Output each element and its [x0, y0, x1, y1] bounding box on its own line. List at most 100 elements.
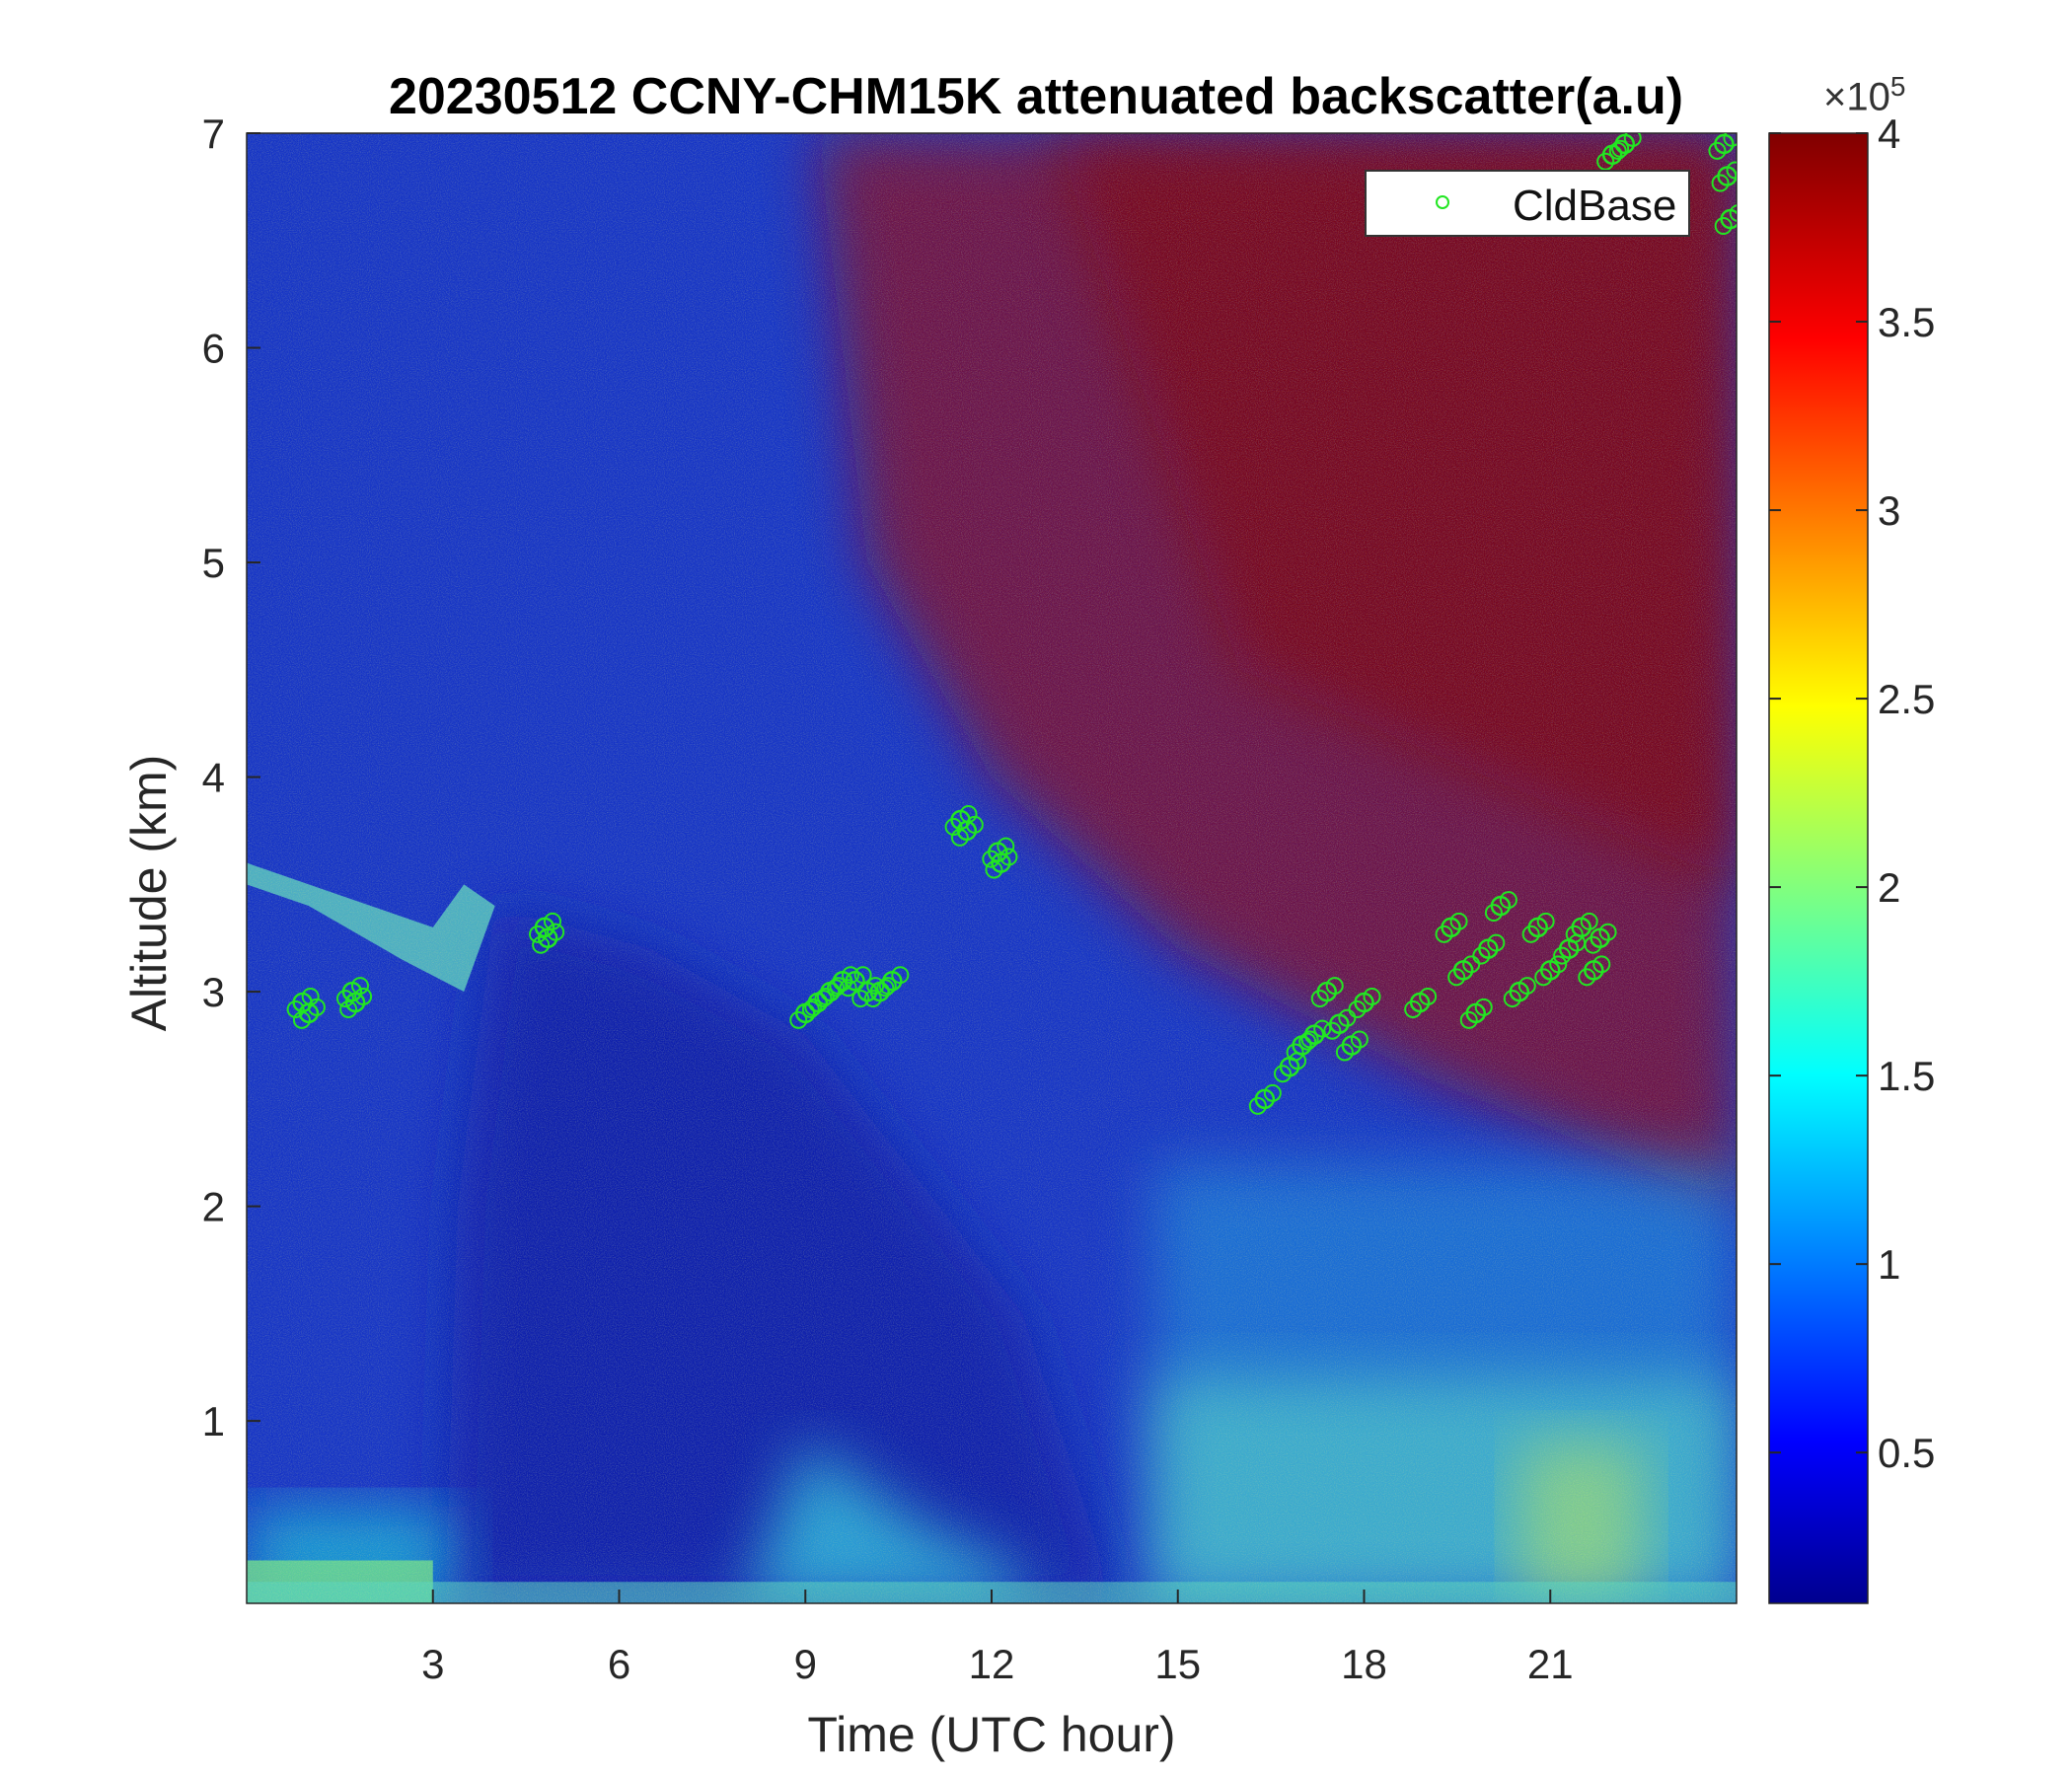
cldbase-point-cluster — [1298, 1032, 1317, 1051]
cldbase-point-cluster — [354, 987, 373, 1005]
cldbase-point-cluster — [1286, 1043, 1304, 1062]
colorbar-tick-label: 4 — [1878, 111, 1900, 157]
y-tick-label: 7 — [202, 111, 225, 157]
cldbase-point-cluster — [335, 990, 354, 1008]
cldbase-point-cluster — [1350, 1030, 1369, 1049]
colorbar-gradient — [1768, 132, 1869, 1604]
cldbase-point-cluster — [1578, 968, 1596, 987]
cldbase-point-cluster — [1714, 217, 1733, 236]
cldbase-point-cluster — [1611, 139, 1630, 158]
cldbase-point-cluster — [1348, 999, 1367, 1018]
cldbase-point-cluster — [1310, 990, 1329, 1008]
x-tick-label: 9 — [794, 1641, 817, 1687]
cldbase-point-cluster — [1726, 161, 1737, 180]
cldbase-point-cluster — [532, 935, 551, 954]
cldbase-point-cluster — [1608, 141, 1627, 160]
y-tick-label: 5 — [202, 540, 225, 586]
cldbase-point-cluster — [1553, 946, 1572, 965]
x-tick-label: 6 — [608, 1641, 630, 1687]
cldbase-point-cluster — [1623, 133, 1642, 147]
cldbase-point-cluster — [1499, 891, 1517, 910]
cldbase-point-cluster — [1263, 1083, 1282, 1102]
cldbase-point-cluster — [1708, 141, 1727, 160]
cldbase-point-cluster — [842, 966, 859, 985]
cldbase-point-cluster — [804, 998, 823, 1016]
cldbase-series — [286, 133, 1737, 1115]
cldbase-point-cluster — [891, 966, 910, 985]
colorbar-tick-label: 1 — [1878, 1241, 1900, 1288]
cldbase-point-cluster — [985, 860, 1003, 879]
cldbase-point-cluster — [982, 850, 1000, 868]
colorbar-tick-label: 3 — [1878, 487, 1900, 534]
x-tick-label: 3 — [421, 1641, 444, 1687]
y-tick-label: 2 — [202, 1184, 225, 1230]
cldbase-point-cluster — [1521, 925, 1540, 943]
cldbase-point-cluster — [1323, 1021, 1342, 1040]
cldbase-point-cluster — [1447, 968, 1466, 987]
legend-entry-cldbase: CldBase — [1513, 182, 1677, 230]
cldbase-point-cluster — [950, 828, 969, 847]
x-tick-label: 21 — [1527, 1641, 1574, 1687]
cldbase-point-cluster — [1419, 987, 1438, 1005]
cldbase-point-cluster — [1363, 987, 1381, 1005]
colorbar-tick-label: 3.5 — [1878, 299, 1935, 345]
cldbase-point-cluster — [1335, 1043, 1354, 1062]
cldbase-point-cluster — [1462, 955, 1481, 974]
heatmap-image — [247, 133, 1737, 1603]
cldbase-point-cluster — [1723, 133, 1737, 147]
cldbase-point-cluster — [801, 999, 820, 1018]
cldbase-point-cluster — [547, 923, 565, 941]
cldbase-point-cluster — [863, 990, 882, 1008]
x-tick-label: 18 — [1341, 1641, 1387, 1687]
cldbase-point-cluster — [1598, 923, 1617, 941]
x-axis-label: Time (UTC hour) — [807, 1707, 1175, 1762]
y-axis-label: Altitude (km) — [121, 755, 177, 1032]
colorbar-exponent: 5 — [1889, 71, 1906, 102]
cldbase-point-cluster — [814, 990, 833, 1008]
cldbase-point-cluster — [1474, 998, 1493, 1016]
cldbase-point-cluster — [1534, 968, 1553, 987]
cldbase-point-cluster — [1248, 1096, 1267, 1115]
cldbase-point-cluster — [1580, 912, 1598, 930]
heatmap-layer — [247, 133, 1737, 1603]
y-tick-label: 6 — [202, 326, 225, 372]
cldbase-point-cluster — [965, 815, 984, 834]
cldbase-point-cluster — [292, 1010, 311, 1029]
chart-title: 20230512 CCNY-CHM15K attenuated backscat… — [388, 68, 1684, 125]
legend-marker-icon — [1436, 195, 1449, 209]
cldbase-point-cluster — [1503, 990, 1521, 1008]
x-tick-label: 15 — [1154, 1641, 1201, 1687]
cldbase-point-cluster — [1596, 152, 1615, 171]
cldbase-point-cluster — [1313, 1019, 1332, 1038]
cldbase-point-cluster — [827, 979, 845, 998]
cldbase-point-cluster — [944, 818, 963, 837]
colorbar-tick-label: 1.5 — [1878, 1053, 1935, 1099]
colorbar-tick-label: 2 — [1878, 864, 1900, 911]
cldbase-point-cluster — [1487, 933, 1506, 952]
cldbase-point-cluster — [999, 848, 1018, 866]
y-tick-label: 1 — [202, 1398, 225, 1444]
cldbase-point-cluster — [1449, 912, 1468, 930]
cldbase-point-cluster — [789, 1010, 808, 1029]
cldbase-point-cluster — [1325, 977, 1344, 996]
cldbase-point-cluster — [1592, 955, 1611, 974]
y-tick-label: 4 — [202, 755, 225, 801]
cldbase-point-cluster — [1565, 925, 1584, 943]
cldbase-point-cluster — [529, 925, 547, 943]
cldbase-point-cluster — [1404, 999, 1423, 1018]
cldbase-point-cluster — [839, 979, 857, 998]
cldbase-point-cluster — [1435, 925, 1453, 943]
cldbase-point-cluster — [1472, 946, 1491, 965]
colorbar-multiplier-base: ×10 — [1823, 75, 1890, 119]
cldbase-point-cluster — [816, 987, 835, 1005]
colorbar: 0.5 1 1.5 2 2.5 3 3.5 4 — [1768, 111, 1935, 1604]
y-tick-label: 3 — [202, 969, 225, 1015]
cldbase-point-cluster — [339, 999, 358, 1018]
cldbase-point-cluster — [1536, 912, 1555, 930]
colorbar-multiplier: ×105 — [1823, 71, 1905, 119]
cldbase-markers — [286, 133, 1737, 1115]
cldbase-point-cluster — [1517, 977, 1536, 996]
